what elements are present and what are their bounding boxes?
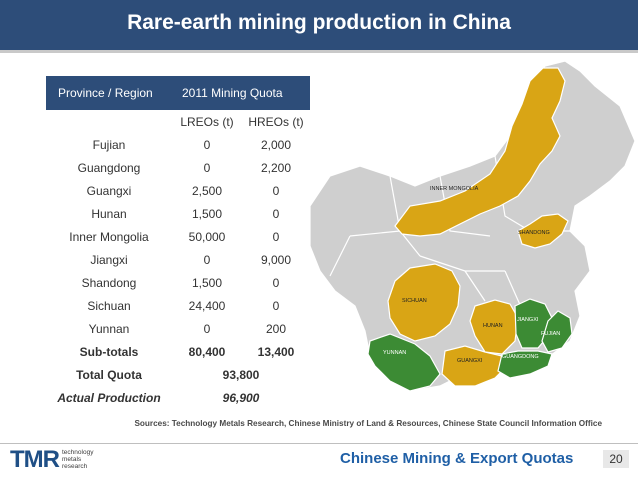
row-hreos: 0	[272, 184, 280, 198]
map-label-inner-mongolia: INNER MONGOLIA	[430, 186, 479, 192]
tmr-logo-text: technology metals research	[62, 449, 93, 470]
logo-text-line: metals	[62, 456, 82, 463]
row-province: Jiangxi	[90, 253, 128, 267]
slide-title: Rare-earth mining production in China	[127, 11, 511, 34]
inner-mongolia-region	[394, 67, 566, 237]
fujian-region	[541, 310, 573, 353]
actual-production-label: Actual Production	[57, 391, 161, 405]
total-quota-label: Total Quota	[76, 368, 142, 382]
hunan-region	[469, 299, 519, 355]
map-label-guangdong: GUANGDONG	[502, 354, 539, 360]
actual-production-value: 96,900	[222, 391, 260, 405]
row-province: Inner Mongolia	[69, 230, 149, 244]
row-province: Shandong	[81, 276, 137, 290]
row-province: Sichuan	[87, 299, 131, 313]
shandong-region	[517, 213, 569, 249]
row-province: Guangdong	[77, 161, 141, 175]
col-province-header: Province / Region	[58, 86, 153, 100]
row-hreos: 9,000	[260, 253, 292, 267]
china-map: INNER MONGOLIA SHANDONG SICHUAN HUNAN JI…	[309, 60, 636, 392]
map-label-sichuan: SICHUAN	[402, 298, 427, 304]
row-lreos: 24,400	[188, 299, 226, 313]
row-hreos: 2,200	[260, 161, 292, 175]
yunnan-region	[367, 333, 441, 392]
map-label-yunnan: YUNNAN	[383, 350, 406, 356]
map-label-fujian: FUJIAN	[541, 331, 560, 337]
map-label-jiangxi: JIANGXI	[517, 317, 539, 323]
row-province: Fujian	[92, 138, 126, 152]
row-hreos: 0	[272, 299, 280, 313]
row-province: Yunnan	[88, 322, 130, 336]
tmr-logo: TMR	[10, 446, 60, 473]
col-quota-header: 2011 Mining Quota	[182, 86, 283, 100]
row-hreos: 0	[272, 276, 280, 290]
row-province: Hunan	[91, 207, 127, 221]
row-lreos: 1,500	[191, 207, 223, 221]
row-lreos: 0	[203, 253, 211, 267]
guangdong-region	[497, 350, 553, 379]
quota-table-header: Province / Region 2011 Mining Quota	[46, 76, 310, 110]
subtotals-lreos: 80,400	[188, 345, 226, 359]
subtotals-label: Sub-totals	[79, 345, 139, 359]
map-label-hunan: HUNAN	[483, 323, 503, 329]
map-label-guangxi: GUANGXI	[457, 358, 483, 364]
row-lreos: 2,500	[191, 184, 223, 198]
row-hreos: 0	[272, 230, 280, 244]
subtotals-hreos: 13,400	[257, 345, 295, 359]
total-quota-value: 93,800	[222, 368, 260, 382]
china-base-region	[309, 60, 636, 392]
row-lreos: 0	[203, 138, 211, 152]
logo-text-line: research	[62, 463, 88, 470]
quota-table-body	[46, 110, 310, 404]
sub-header-lreos: LREOs (t)	[180, 115, 234, 129]
sub-header-hreos: HREOs (t)	[248, 115, 304, 129]
row-lreos: 0	[203, 322, 211, 336]
footer-divider	[0, 443, 638, 444]
page-number: 20	[603, 450, 629, 468]
row-hreos: 200	[265, 322, 287, 336]
title-bar: Rare-earth mining production in China	[0, 0, 638, 53]
logo-text-line: technology	[62, 449, 94, 456]
sources-note: Sources: Technology Metals Research, Chi…	[134, 419, 602, 428]
row-hreos: 0	[272, 207, 280, 221]
sichuan-region	[387, 263, 461, 342]
row-hreos: 2,000	[260, 138, 292, 152]
row-lreos: 0	[203, 161, 211, 175]
footer-title: Chinese Mining & Export Quotas	[340, 450, 574, 467]
row-province: Guangxi	[86, 184, 132, 198]
guangxi-region	[441, 345, 506, 387]
map-label-shandong: SHANDONG	[518, 230, 550, 236]
row-lreos: 1,500	[191, 276, 223, 290]
row-lreos: 50,000	[188, 230, 226, 244]
